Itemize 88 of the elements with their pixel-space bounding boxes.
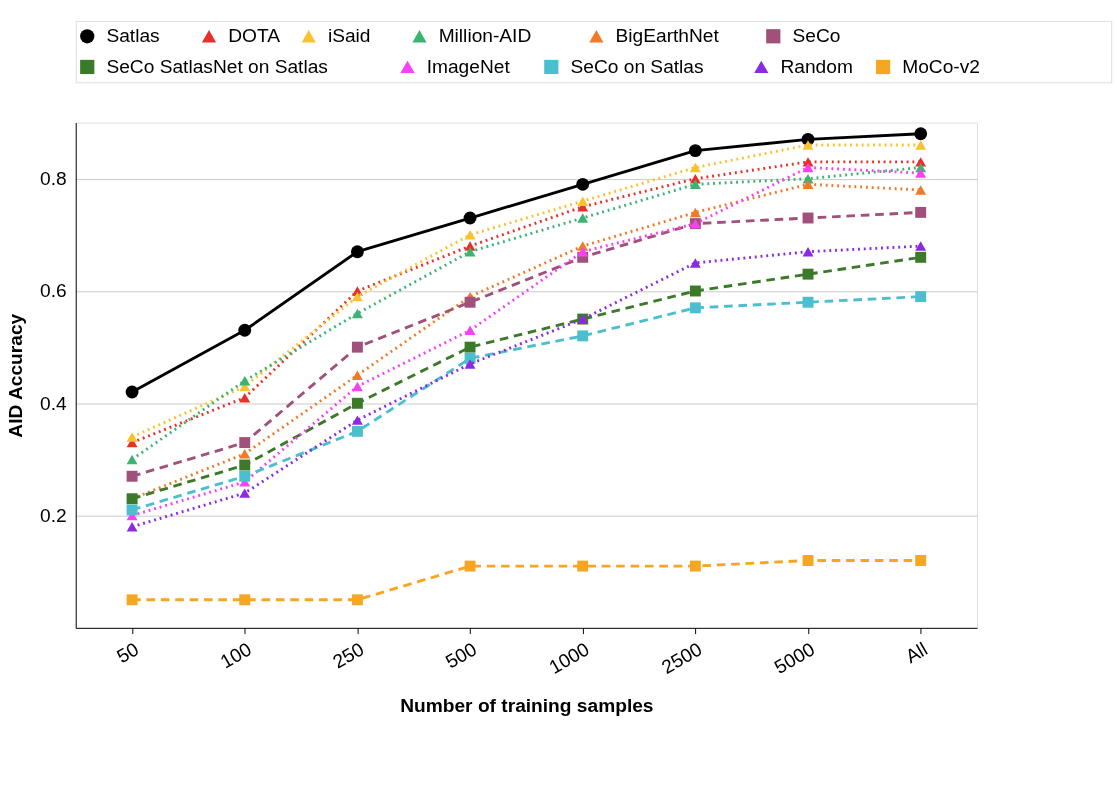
point: [577, 246, 589, 257]
legend-label: BigEarthNet: [615, 25, 720, 47]
point: [688, 144, 702, 158]
x-tick-label: 250: [329, 638, 368, 673]
y-axis-title: AID Accuracy: [4, 313, 26, 438]
point: [577, 213, 589, 223]
point: [802, 140, 814, 150]
point: [239, 376, 251, 386]
point: [802, 268, 814, 280]
x-axis-title: Number of training samples: [400, 695, 654, 717]
point: [239, 594, 251, 606]
point: [576, 177, 590, 191]
point: [351, 291, 363, 302]
point: [351, 415, 363, 425]
point: [915, 168, 927, 178]
point: [577, 196, 589, 206]
y-tick-label: 0.4: [40, 392, 67, 414]
legend-label: Satlas: [106, 25, 160, 47]
point: [689, 258, 701, 268]
point: [239, 459, 251, 471]
point: [915, 241, 927, 251]
point: [126, 594, 138, 606]
point: [689, 162, 701, 173]
legend-label: SeCo SatlasNet on Satlas: [106, 55, 328, 77]
point: [915, 140, 927, 150]
point: [464, 246, 476, 257]
y-tick-label: 0.6: [40, 280, 67, 302]
legend-label: SeCo on Satlas: [570, 55, 704, 77]
point: [915, 206, 927, 218]
legend-label: MoCo-v2: [902, 55, 980, 77]
point: [464, 341, 476, 353]
point: [238, 323, 252, 337]
point: [351, 397, 363, 409]
point: [126, 432, 138, 442]
legend-label: DOTA: [228, 25, 281, 47]
legend-label: Million-AID: [438, 25, 532, 47]
point: [689, 560, 701, 572]
point: [351, 308, 363, 319]
point: [689, 207, 701, 218]
y-tick-label: 0.8: [40, 167, 67, 189]
legend-label: Random: [780, 55, 853, 77]
point: [802, 555, 814, 566]
point: [351, 425, 363, 437]
point: [577, 330, 589, 342]
x-tick-label: 1000: [545, 638, 593, 678]
point: [239, 437, 251, 449]
x-tick-label: 50: [113, 638, 143, 668]
point: [239, 488, 251, 498]
point: [802, 296, 814, 308]
x-tick-label: All: [901, 638, 931, 668]
point: [915, 291, 927, 303]
point: [464, 296, 476, 308]
point: [463, 211, 477, 225]
point: [239, 392, 251, 403]
point: [351, 381, 363, 392]
point: [464, 230, 476, 240]
point: [350, 245, 364, 259]
y-tick-label: 0.2: [40, 504, 67, 526]
point: [689, 179, 701, 190]
point: [351, 370, 363, 380]
point: [464, 560, 476, 572]
point: [915, 251, 927, 263]
point: [689, 302, 701, 314]
x-tick-label: 100: [216, 638, 255, 673]
point: [802, 179, 814, 190]
point: [351, 341, 363, 353]
point: [239, 470, 251, 482]
point: [915, 185, 927, 195]
point: [577, 560, 589, 572]
point: [239, 449, 251, 459]
legend-label: SeCo: [792, 25, 841, 47]
point: [126, 522, 138, 532]
x-tick-label: 500: [442, 638, 481, 673]
point: [126, 454, 138, 465]
point: [351, 594, 363, 606]
x-tick-label: 2500: [658, 638, 706, 678]
point: [464, 359, 476, 369]
legend-label: iSaid: [327, 25, 371, 47]
point: [126, 470, 138, 482]
point: [125, 385, 139, 399]
point: [915, 555, 927, 566]
point: [914, 127, 928, 141]
legend-label: ImageNet: [426, 55, 511, 77]
x-tick-label: 5000: [770, 638, 819, 678]
point: [802, 162, 814, 173]
point: [464, 325, 476, 336]
point: [689, 285, 701, 297]
point: [126, 504, 138, 516]
